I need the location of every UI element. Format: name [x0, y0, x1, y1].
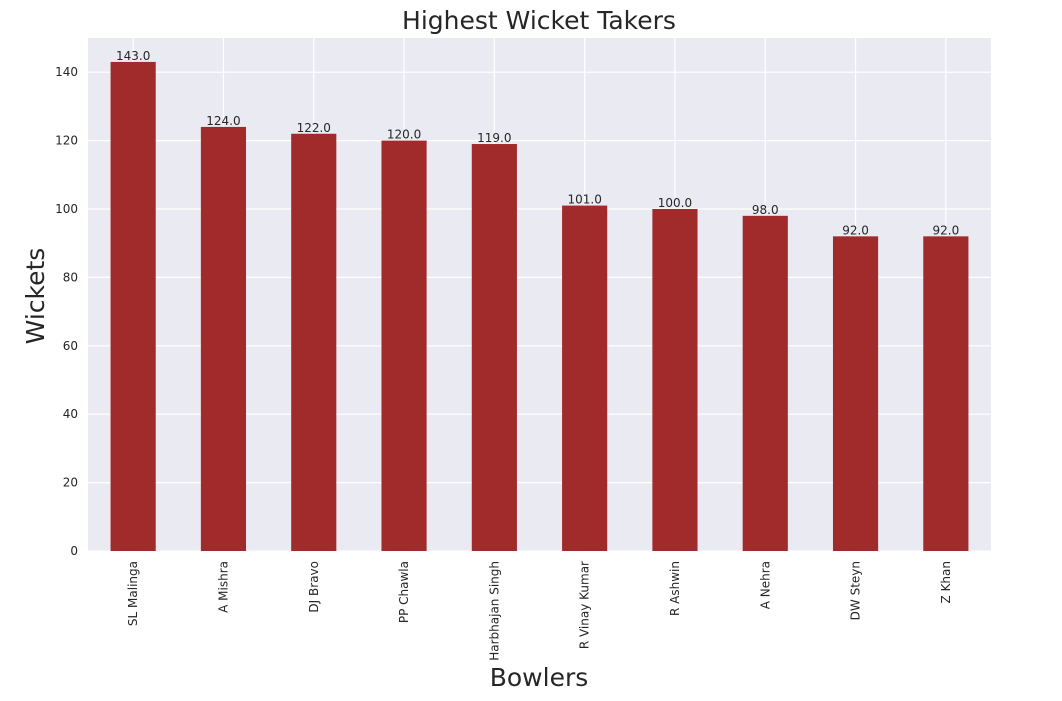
y-tick-label: 120	[55, 134, 78, 148]
bar	[742, 215, 788, 551]
x-tick-label: Z Khan	[939, 561, 953, 603]
bar-value-label: 98.0	[752, 203, 779, 217]
y-tick-label: 60	[63, 339, 78, 353]
bar-value-label: 92.0	[932, 223, 959, 237]
bar	[200, 126, 247, 552]
x-tick-label: Harbhajan Singh	[487, 561, 501, 661]
x-tick-label: A Nehra	[758, 561, 772, 609]
y-axis-label: Wickets	[21, 248, 50, 345]
y-tick-label: 40	[63, 407, 78, 421]
y-tick-label: 100	[55, 202, 78, 216]
x-tick-label: DW Steyn	[849, 561, 863, 620]
bar	[832, 236, 879, 552]
x-axis-label: Bowlers	[490, 663, 589, 692]
y-tick-label: 80	[63, 270, 78, 284]
bar	[562, 205, 608, 551]
bar	[652, 209, 698, 551]
x-tick-label: A Mishra	[216, 561, 230, 613]
x-tick-label: PP Chawla	[397, 561, 411, 623]
bar-value-label: 124.0	[206, 114, 240, 128]
y-tick-label: 140	[55, 65, 78, 79]
bar	[381, 140, 427, 551]
x-tick-label: SL Malinga	[126, 561, 140, 626]
bar-value-label: 122.0	[297, 121, 331, 135]
bar-value-label: 143.0	[116, 49, 150, 63]
x-tick-label: R Ashwin	[668, 561, 682, 616]
bar-value-labels: 143.0 124.0 122.0 120.0 119.0 101.0 100.0 98.0 9…	[116, 49, 959, 237]
bar	[110, 61, 156, 551]
bars	[110, 61, 969, 552]
x-tick-label: R Vinay Kumar	[578, 561, 592, 649]
y-axis-ticks: 0 20 40 60 80 100 120 140	[55, 65, 78, 558]
bar	[291, 133, 337, 551]
bar	[923, 236, 969, 552]
bar-value-label: 120.0	[387, 128, 421, 142]
x-axis-ticks: SL Malinga A Mishra DJ Bravo PP Chawla Harbh…	[126, 561, 953, 661]
chart-title: Highest Wicket Takers	[402, 6, 676, 35]
bar-value-label: 92.0	[842, 223, 869, 237]
x-tick-label: DJ Bravo	[307, 561, 321, 613]
y-tick-label: 20	[63, 476, 78, 490]
bar	[471, 144, 517, 551]
bar-value-label: 101.0	[567, 193, 601, 207]
y-tick-label: 0	[70, 544, 78, 558]
bar-value-label: 119.0	[477, 131, 511, 145]
bar-value-label: 100.0	[658, 196, 692, 210]
